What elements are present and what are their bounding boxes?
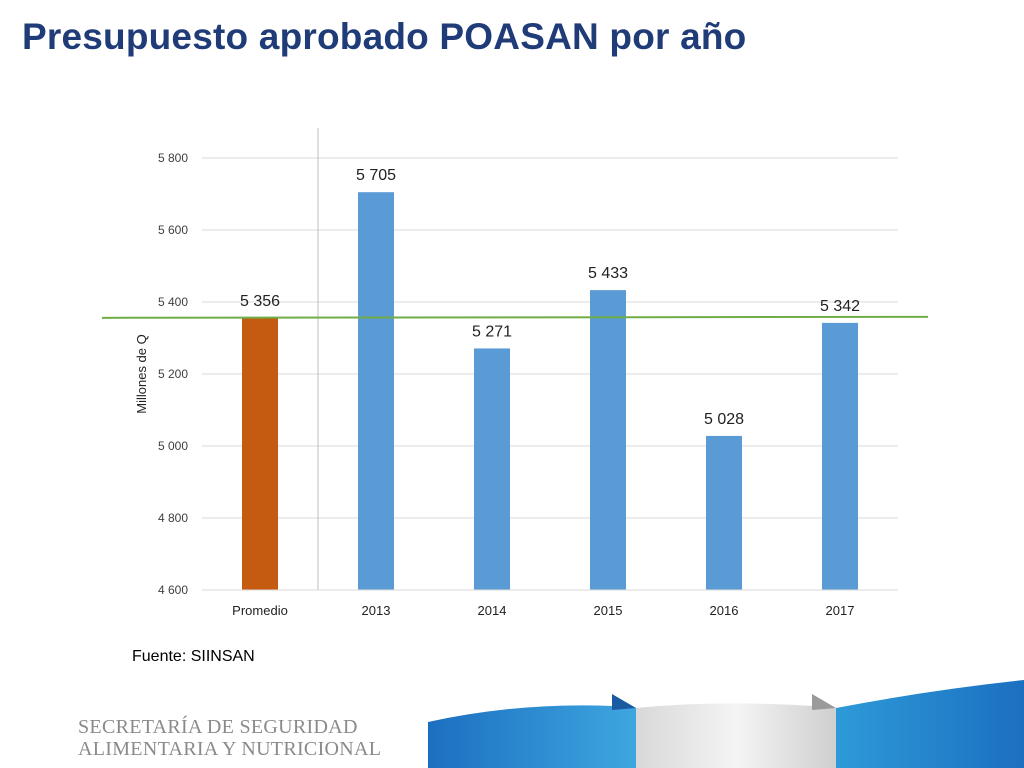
bar-2016 (706, 435, 742, 590)
organization-name-line-1: SECRETARÍA DE SEGURIDAD (78, 716, 358, 738)
y-tick-label: 4 800 (158, 511, 188, 525)
y-tick-label: 5 600 (158, 223, 188, 237)
x-tick-label: 2014 (478, 603, 507, 618)
x-tick-label: 2015 (594, 603, 623, 618)
y-tick-label: 5 200 (158, 367, 188, 381)
bar-2015 (590, 290, 626, 590)
x-tick-label: 2017 (826, 603, 855, 618)
y-axis-label: Millones de Q (134, 334, 149, 413)
source-note: Fuente: SIINSAN (132, 648, 255, 665)
data-label: 5 705 (356, 167, 396, 184)
data-label: 5 271 (472, 323, 512, 340)
x-tick-label: 2013 (362, 603, 391, 618)
y-tick-label: 5 800 (158, 151, 188, 165)
bar-2013 (358, 192, 394, 590)
average-reference-line (101, 315, 929, 319)
bar-chart: 4 600 4 800 5 000 5 200 5 400 5 600 5 800 5 356… (101, 128, 929, 618)
y-tick-label: 4 600 (158, 583, 188, 597)
bar-2014 (474, 348, 510, 590)
data-label: 5 028 (704, 411, 744, 428)
organization-logo-text: SECRETARÍA DE SEGURIDAD ALIMENTARIA Y NU… (78, 716, 381, 760)
data-label: 5 356 (240, 293, 280, 310)
data-label: 5 433 (588, 265, 628, 282)
average-bar (242, 317, 278, 590)
data-label: 5 342 (820, 298, 860, 315)
bar-2017 (822, 322, 858, 590)
x-tick-label: 2016 (710, 603, 739, 618)
x-tick-label: Promedio (232, 603, 288, 618)
organization-name-line-2: ALIMENTARIA Y NUTRICIONAL (78, 738, 382, 760)
y-tick-label: 5 400 (158, 295, 188, 309)
slide-title: Presupuesto aprobado POASAN por año (22, 16, 747, 57)
y-tick-label: 5 000 (158, 439, 188, 453)
